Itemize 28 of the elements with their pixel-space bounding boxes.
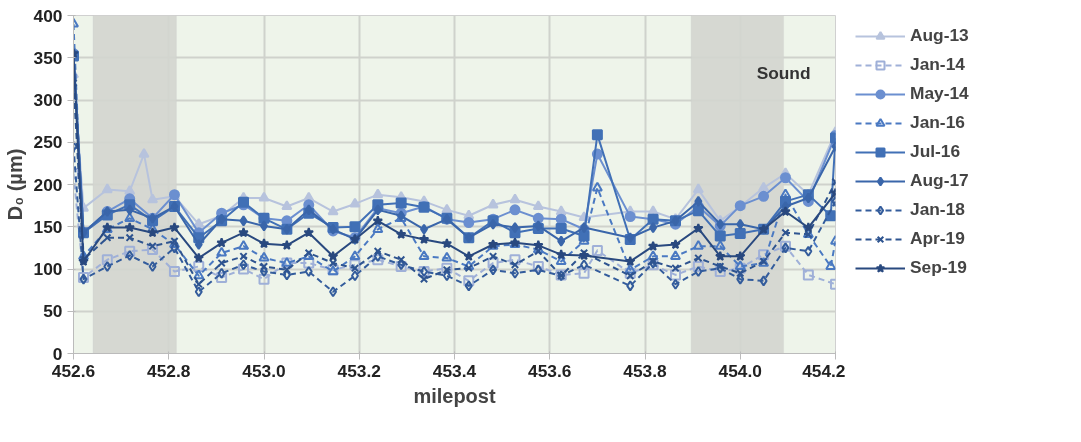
y-tick-label: 100 (33, 259, 63, 279)
legend-label: Jan-16 (910, 112, 965, 133)
y-tick-label: 400 (33, 5, 63, 26)
legend-label: Jul-16 (910, 141, 961, 162)
y-tick-label: 50 (43, 301, 63, 322)
legend-label: Sep-19 (910, 257, 967, 278)
y-tick-label: 350 (33, 47, 63, 68)
x-axis-title: milepost (413, 384, 496, 407)
x-tick-label: 453.4 (432, 360, 477, 381)
legend-label: Aug-13 (910, 25, 969, 46)
y-tick-label: 300 (33, 90, 63, 110)
x-tick-label: 454.2 (802, 360, 846, 381)
y-tick-label: 150 (33, 216, 63, 237)
x-tick-label: 453.6 (528, 360, 572, 381)
legend-label: May-14 (910, 83, 969, 104)
y-tick-label: 250 (33, 132, 63, 153)
x-tick-label: 454.0 (718, 360, 762, 381)
legend-label: Jan-14 (910, 54, 965, 75)
legend-label: Apr-19 (910, 228, 965, 249)
band-label: Sound (756, 63, 811, 84)
legend-label: Aug-17 (910, 170, 969, 191)
x-tick-label: 453.8 (623, 360, 668, 381)
y-axis-title: D₀ (µm) (3, 148, 26, 221)
legend-label: Jan-18 (910, 199, 965, 220)
x-tick-label: 452.8 (147, 360, 191, 381)
x-tick-label: 453.0 (242, 360, 286, 381)
y-tick-label: 200 (33, 174, 63, 195)
x-tick-label: 453.2 (337, 360, 381, 381)
